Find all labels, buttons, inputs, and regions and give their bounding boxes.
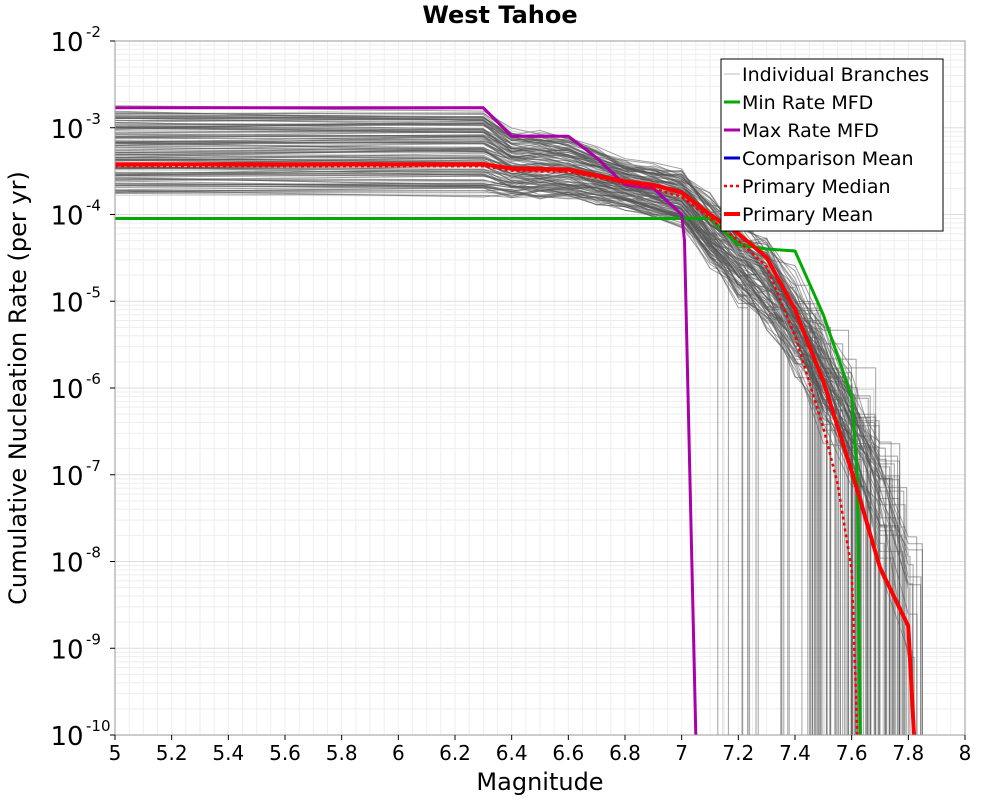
branch-line [115, 123, 864, 735]
x-tick-label: 7.4 [779, 741, 811, 765]
legend-label: Min Rate MFD [742, 92, 873, 114]
y-tick-exponent: -2 [86, 23, 101, 41]
x-tick-label: 6.2 [439, 741, 471, 765]
branch-line [115, 151, 821, 735]
series-line [115, 164, 859, 735]
x-axis-label: Magnitude [476, 768, 603, 796]
x-tick-label: 7 [675, 741, 688, 765]
legend: Individual Branches Min Rate MFD Max Rate … [720, 58, 944, 232]
y-tick-exponent: -4 [86, 197, 101, 215]
y-tick-label: 10 [50, 549, 83, 579]
y-tick-exponent: -5 [86, 283, 101, 301]
x-axis-ticks: 5 5.2 5.4 5.6 5.8 6 6.2 6.4 6.6 6.8 7 7.2 7.4 7.6 7.8 8 [109, 735, 972, 765]
x-tick-label: 5.8 [326, 741, 358, 765]
y-tick-exponent: -6 [86, 370, 101, 388]
branch-line [115, 182, 783, 735]
chart-title: West Tahoe [422, 1, 577, 29]
y-tick-label: 10 [50, 115, 83, 145]
x-tick-label: 5.6 [269, 741, 301, 765]
legend-label: Max Rate MFD [742, 120, 879, 142]
x-tick-label: 7.2 [722, 741, 754, 765]
x-tick-label: 7.8 [892, 741, 924, 765]
y-tick-exponent: -7 [86, 457, 101, 475]
x-tick-label: 5.2 [156, 741, 188, 765]
x-tick-label: 6.6 [552, 741, 584, 765]
legend-label: Individual Branches [742, 64, 929, 86]
y-tick-exponent: -8 [86, 544, 101, 562]
y-axis-ticks: 10-210-310-410-510-610-710-810-910-10 [50, 23, 115, 752]
y-tick-label: 10 [50, 722, 83, 752]
y-tick-label: 10 [50, 28, 83, 58]
y-tick-label: 10 [50, 375, 83, 405]
x-tick-label: 6.4 [496, 741, 528, 765]
y-tick-label: 10 [50, 288, 83, 318]
y-tick-label: 10 [50, 462, 83, 492]
x-tick-label: 6 [392, 741, 405, 765]
y-tick-label: 10 [50, 202, 83, 232]
y-tick-exponent: -3 [86, 110, 101, 128]
legend-label: Comparison Mean [742, 148, 914, 170]
series-line [115, 106, 698, 735]
x-tick-label: 6.8 [609, 741, 641, 765]
y-tick-label: 10 [50, 635, 83, 665]
y-tick-exponent: -9 [86, 630, 101, 648]
x-tick-label: 5 [109, 741, 122, 765]
legend-label: Primary Mean [742, 204, 873, 226]
branch-line [115, 105, 850, 735]
x-tick-label: 7.6 [836, 741, 868, 765]
x-tick-label: 5.4 [212, 741, 244, 765]
y-axis-label: Cumulative Nucleation Rate (per yr) [4, 171, 32, 605]
legend-box [720, 58, 944, 232]
legend-label: Primary Median [742, 176, 891, 198]
x-tick-label: 8 [959, 741, 972, 765]
y-tick-exponent: -10 [86, 717, 111, 735]
branch-line [115, 185, 790, 735]
